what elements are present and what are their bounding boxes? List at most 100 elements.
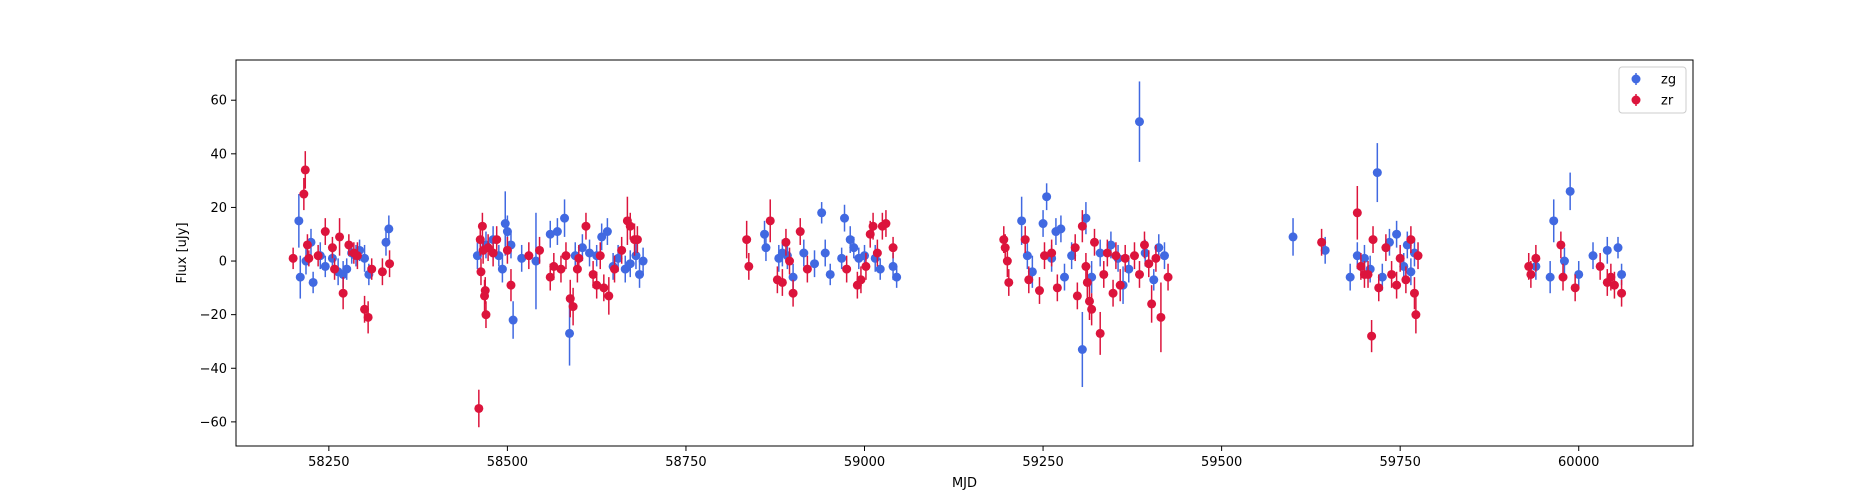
data-point-zg: [1039, 219, 1048, 228]
data-point-zr: [1109, 289, 1118, 298]
data-point-zg: [860, 251, 869, 260]
data-point-zr: [1617, 289, 1626, 298]
data-point-zr: [1164, 273, 1173, 282]
data-point-zr: [367, 265, 376, 274]
data-point-zr: [478, 222, 487, 231]
data-point-zr: [1526, 270, 1535, 279]
data-point-zg: [849, 243, 858, 252]
data-point-zr: [789, 289, 798, 298]
data-point-zr: [304, 254, 313, 263]
data-point-zr: [385, 259, 394, 268]
data-point-zr: [301, 165, 310, 174]
data-point-zr: [596, 251, 605, 260]
data-point-zr: [999, 235, 1008, 244]
data-point-zr: [1387, 270, 1396, 279]
data-point-zr: [474, 404, 483, 413]
x-tick-label: 58250: [308, 455, 349, 470]
data-point-zr: [1116, 281, 1125, 290]
data-point-zg: [321, 262, 330, 271]
data-point-zr: [1524, 262, 1533, 271]
data-point-zr: [1364, 270, 1373, 279]
plot-frame: [236, 60, 1693, 446]
data-point-zr: [610, 265, 619, 274]
legend-label-zr: zr: [1661, 94, 1674, 109]
data-point-zr: [1103, 249, 1112, 258]
data-point-zr: [1559, 273, 1568, 282]
data-point-zr: [1021, 235, 1030, 244]
data-point-zr: [1410, 289, 1419, 298]
data-point-zr: [604, 291, 613, 300]
x-tick-label: 60000: [1558, 455, 1599, 470]
data-point-zr: [1099, 270, 1108, 279]
data-point-zg: [294, 216, 303, 225]
legend: zg zr: [1619, 67, 1686, 113]
x-tick-label: 58500: [487, 455, 528, 470]
data-point-zr: [1353, 208, 1362, 217]
data-point-zr: [1096, 329, 1105, 338]
data-point-zr: [339, 289, 348, 298]
data-point-zr: [1085, 297, 1094, 306]
data-point-zr: [535, 246, 544, 255]
data-point-zr: [492, 235, 501, 244]
data-point-zr: [1392, 281, 1401, 290]
data-point-zr: [1571, 283, 1580, 292]
data-point-zr: [1073, 291, 1082, 300]
data-point-zr: [599, 283, 608, 292]
data-point-zr: [574, 254, 583, 263]
data-point-zg: [1042, 192, 1051, 201]
data-point-zr: [1035, 286, 1044, 295]
data-point-zr: [378, 267, 387, 276]
data-point-zr: [856, 275, 865, 284]
y-tick-label: 0: [219, 255, 227, 270]
data-point-zg: [501, 219, 510, 228]
data-point-zg: [1056, 224, 1065, 233]
data-point-zr: [1411, 310, 1420, 319]
data-point-zg: [1135, 117, 1144, 126]
data-point-zr: [321, 227, 330, 236]
data-point-zg: [509, 316, 518, 325]
y-axis-label: Flux [uJy]: [175, 222, 190, 283]
data-point-zg: [810, 259, 819, 268]
data-point-zr: [1111, 251, 1120, 260]
data-point-zg: [826, 270, 835, 279]
data-point-zr: [335, 232, 344, 241]
data-point-zr: [1531, 254, 1540, 263]
data-point-zg: [1060, 273, 1069, 282]
series-zr: [289, 151, 1626, 427]
data-point-zr: [1078, 222, 1087, 231]
data-point-zr: [1401, 275, 1410, 284]
data-point-zg: [761, 243, 770, 252]
marks-layer: [289, 81, 1626, 427]
data-point-zr: [1156, 313, 1165, 322]
data-point-zg: [1614, 243, 1623, 252]
data-point-zr: [1406, 235, 1415, 244]
x-tick-label: 59750: [1379, 455, 1420, 470]
data-point-zr: [581, 222, 590, 231]
data-point-zr: [1083, 278, 1092, 287]
data-point-zr: [1081, 262, 1090, 271]
data-point-zr: [778, 278, 787, 287]
data-point-zr: [476, 267, 485, 276]
y-tick-label: 20: [210, 201, 227, 216]
data-point-zr: [626, 222, 635, 231]
legend-marker-zg: [1632, 75, 1641, 84]
data-point-zr: [556, 265, 565, 274]
data-point-zg: [309, 278, 318, 287]
data-point-zg: [296, 273, 305, 282]
data-point-zr: [869, 222, 878, 231]
data-point-zg: [1023, 251, 1032, 260]
data-point-zg: [626, 259, 635, 268]
data-point-zr: [524, 251, 533, 260]
data-point-zr: [1144, 259, 1153, 268]
data-point-zr: [1596, 262, 1605, 271]
x-tick-label: 59500: [1201, 455, 1242, 470]
data-point-zg: [1603, 246, 1612, 255]
data-point-zr: [1121, 254, 1130, 263]
data-point-zg: [1546, 273, 1555, 282]
data-point-zg: [760, 230, 769, 239]
data-point-zg: [1078, 345, 1087, 354]
data-point-zr: [796, 227, 805, 236]
data-point-zr: [1140, 240, 1149, 249]
data-point-zr: [1556, 240, 1565, 249]
data-point-zr: [881, 219, 890, 228]
